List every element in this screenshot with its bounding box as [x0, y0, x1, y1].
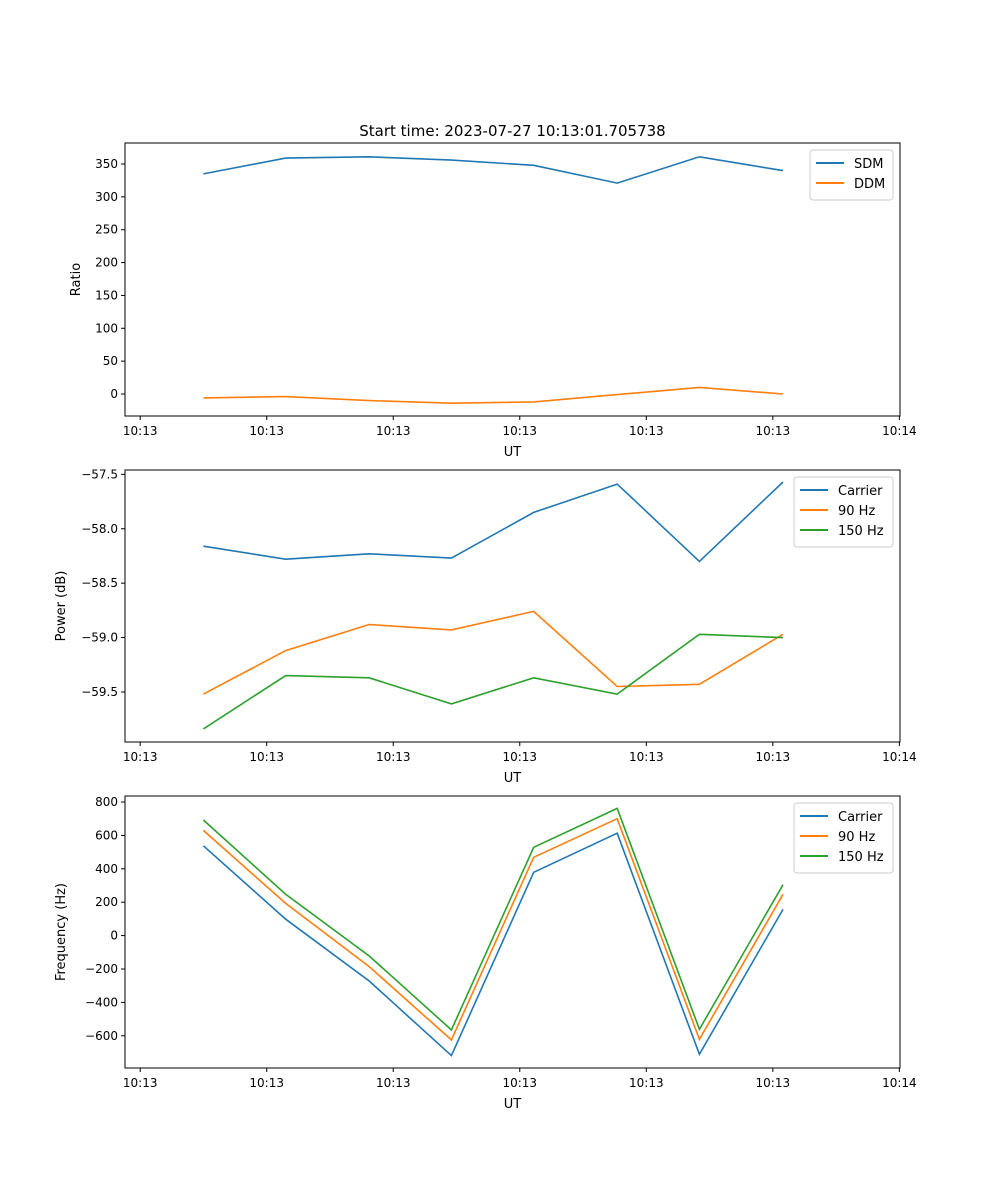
x-tick-label: 10:13 — [376, 424, 411, 438]
axes-frame — [124, 469, 901, 743]
x-tick-label: 10:13 — [756, 1076, 791, 1090]
x-tick-label: 10:13 — [123, 424, 158, 438]
subplot-2: 10:13 10:13 10:13 10:13 10:13 10:13 10:14 −59.5… — [54, 467, 917, 786]
y-tick-label: 250 — [95, 223, 118, 237]
axes-frame — [124, 795, 901, 1069]
y-tick-label: 100 — [95, 321, 118, 335]
series-line-150-hz — [202, 633, 784, 730]
x-tick-label: 10:13 — [502, 750, 537, 764]
y-tick-label: −58.0 — [81, 522, 118, 536]
y-tick-label: 200 — [95, 895, 118, 909]
x-tick-label: 10:13 — [249, 750, 284, 764]
y-tick-label: 0 — [110, 929, 118, 943]
y-tick-label: −600 — [85, 1029, 118, 1043]
x-tick-label: 10:13 — [756, 750, 791, 764]
subplot-1: Start time: 2023-07-27 10:13:01.705738 10… — [69, 122, 917, 460]
legend-label: 90 Hz — [838, 830, 875, 845]
x-axis-label: UT — [504, 771, 522, 786]
legend-label: 150 Hz — [838, 524, 884, 539]
legend-label: 150 Hz — [838, 850, 884, 865]
x-tick-label: 10:13 — [629, 424, 664, 438]
legend-label: Carrier — [838, 484, 883, 499]
y-axis-label: Power (dB) — [54, 571, 69, 642]
series-line-carrier — [203, 481, 784, 563]
y-axis-label: Frequency (Hz) — [54, 883, 69, 981]
x-tick-label: 10:14 — [882, 424, 917, 438]
x-tick-label: 10:13 — [376, 750, 411, 764]
legend: Carrier 90 Hz 150 Hz — [793, 802, 894, 874]
x-tick-label: 10:13 — [629, 750, 664, 764]
legend-label: SDM — [854, 157, 883, 172]
x-tick-label: 10:13 — [123, 1076, 158, 1090]
x-tick-label: 10:13 — [249, 1076, 284, 1090]
legend-label: Carrier — [838, 810, 883, 825]
chart-title: Start time: 2023-07-27 10:13:01.705738 — [359, 122, 665, 140]
y-tick-label: −400 — [85, 995, 118, 1009]
legend: SDM DDM — [809, 149, 894, 201]
x-tick-label: 10:13 — [123, 750, 158, 764]
y-tick-label: −59.0 — [81, 631, 118, 645]
y-tick-label: 800 — [95, 795, 118, 809]
y-tick-label: 200 — [95, 256, 118, 270]
y-tick-label: −57.5 — [81, 467, 118, 481]
legend-label: 90 Hz — [838, 504, 875, 519]
subplot-3: 10:13 10:13 10:13 10:13 10:13 10:13 10:14 −600 −… — [54, 795, 917, 1112]
series-line-ddm — [203, 386, 784, 405]
y-tick-label: 400 — [95, 862, 118, 876]
series-line-carrier — [202, 832, 784, 1057]
x-tick-label: 10:13 — [249, 424, 284, 438]
series-line-sdm — [203, 155, 784, 184]
x-axis-label: UT — [504, 1097, 522, 1112]
x-tick-label: 10:13 — [502, 1076, 537, 1090]
y-tick-label: 150 — [95, 288, 118, 302]
x-axis-label: UT — [504, 445, 522, 460]
y-tick-label: 50 — [103, 354, 118, 368]
x-tick-label: 10:14 — [882, 1076, 917, 1090]
y-tick-label: −200 — [85, 962, 118, 976]
legend: Carrier 90 Hz 150 Hz — [793, 476, 894, 548]
series-line-150-hz — [202, 807, 784, 1032]
y-tick-label: 300 — [95, 190, 118, 204]
y-tick-label: 350 — [95, 157, 118, 171]
x-tick-label: 10:13 — [376, 1076, 411, 1090]
x-tick-label: 10:13 — [756, 424, 791, 438]
legend-label: DDM — [854, 177, 885, 192]
y-tick-label: −59.5 — [81, 685, 118, 699]
x-tick-label: 10:14 — [882, 750, 917, 764]
y-tick-label: −58.5 — [81, 576, 118, 590]
axes-frame — [124, 142, 901, 417]
y-axis-label: Ratio — [69, 263, 84, 296]
x-tick-label: 10:13 — [629, 1076, 664, 1090]
x-tick-label: 10:13 — [502, 424, 537, 438]
series-line-90-hz — [203, 610, 784, 695]
series-line-90-hz — [202, 817, 784, 1042]
y-tick-label: 600 — [95, 828, 118, 842]
y-tick-label: 0 — [110, 387, 118, 401]
